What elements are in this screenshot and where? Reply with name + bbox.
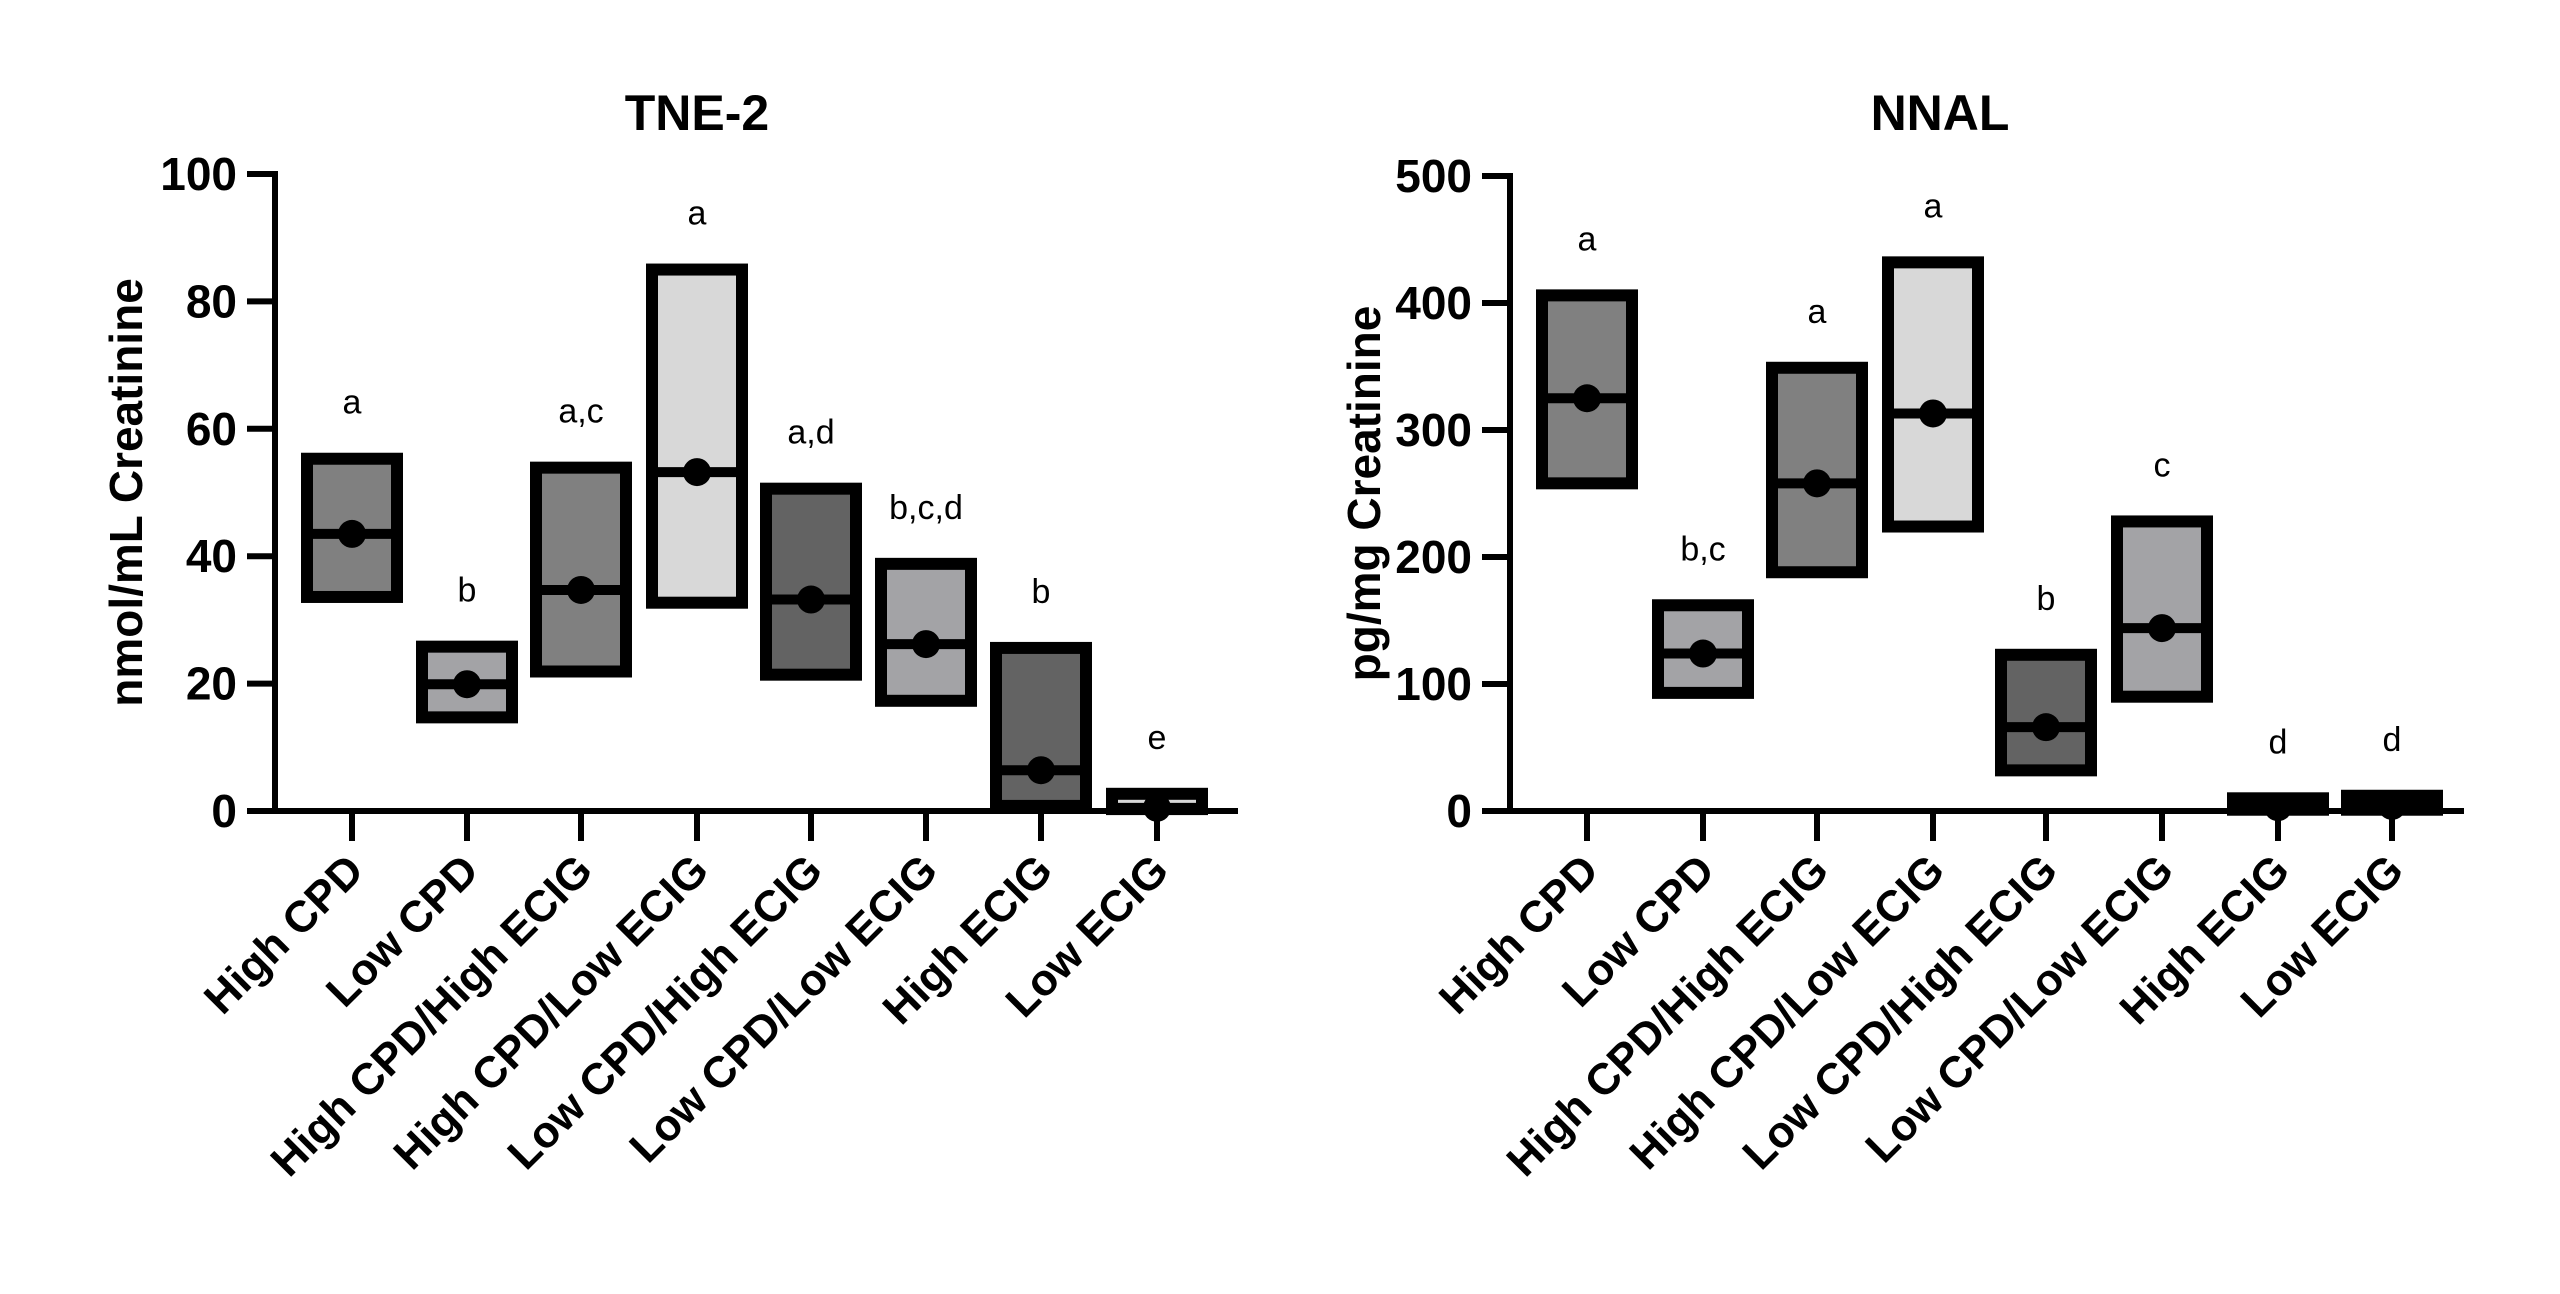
y-tick-label: 100 [160,148,237,200]
significance-label: c [2154,446,2171,484]
box-low-cpd-high-ecig [1995,648,2097,777]
significance-label: e [1148,719,1167,757]
median-point [1143,793,1171,822]
box-low-cpd-low-ecig [875,557,977,707]
median-point [912,630,940,659]
median-point [1689,639,1717,668]
y-tick-label: 80 [186,275,237,327]
box-high-cpd-high-ecig [530,461,632,678]
significance-label: d [2383,721,2402,759]
box-high-cpd-low-ecig [646,263,748,609]
median-point [1027,756,1055,785]
box-high-cpd-low-ecig [1882,256,1984,533]
y-tick-label: 20 [186,658,237,710]
median-point [2148,614,2176,643]
significance-label: a,d [787,414,834,452]
significance-label: a [1808,293,1827,331]
significance-label: a [688,195,707,233]
significance-label: a [1578,220,1597,258]
median-point [2264,793,2292,822]
median-point [797,585,825,614]
chart-title: NNAL [1871,85,2010,141]
significance-label: a [343,384,362,422]
significance-label: b [458,572,477,610]
significance-label: a [1924,187,1943,225]
y-tick-label: 0 [211,785,237,837]
significance-label: b,c [1680,530,1725,568]
median-point [683,458,711,487]
chart-title: TNE-2 [625,85,769,141]
median-point [338,519,366,548]
significance-label: b [1032,573,1051,611]
y-tick-label: 0 [1446,785,1472,837]
box-low-cpd-low-ecig [2111,515,2213,703]
y-tick-label: 300 [1395,404,1472,456]
median-point [1573,384,1601,413]
significance-label: d [2269,723,2288,761]
median-point [2032,713,2060,742]
y-axis-label: nmol/mL Creatinine [100,278,152,707]
median-point [1803,469,1831,498]
median-point [567,575,595,604]
y-tick-label: 200 [1395,531,1472,583]
median-point [1919,399,1947,428]
box-low-cpd-high-ecig [760,482,862,681]
y-tick-label: 400 [1395,277,1472,329]
y-tick-label: 500 [1395,150,1472,202]
median-point [2378,791,2406,820]
y-tick-label: 40 [186,530,237,582]
median-point [453,670,481,699]
significance-label: b,c,d [889,489,963,527]
y-tick-label: 60 [186,403,237,455]
y-tick-label: 100 [1395,658,1472,710]
significance-label: b [2037,580,2056,618]
significance-label: a,c [558,393,603,431]
y-axis-label: pg/mg Creatinine [1338,306,1390,682]
